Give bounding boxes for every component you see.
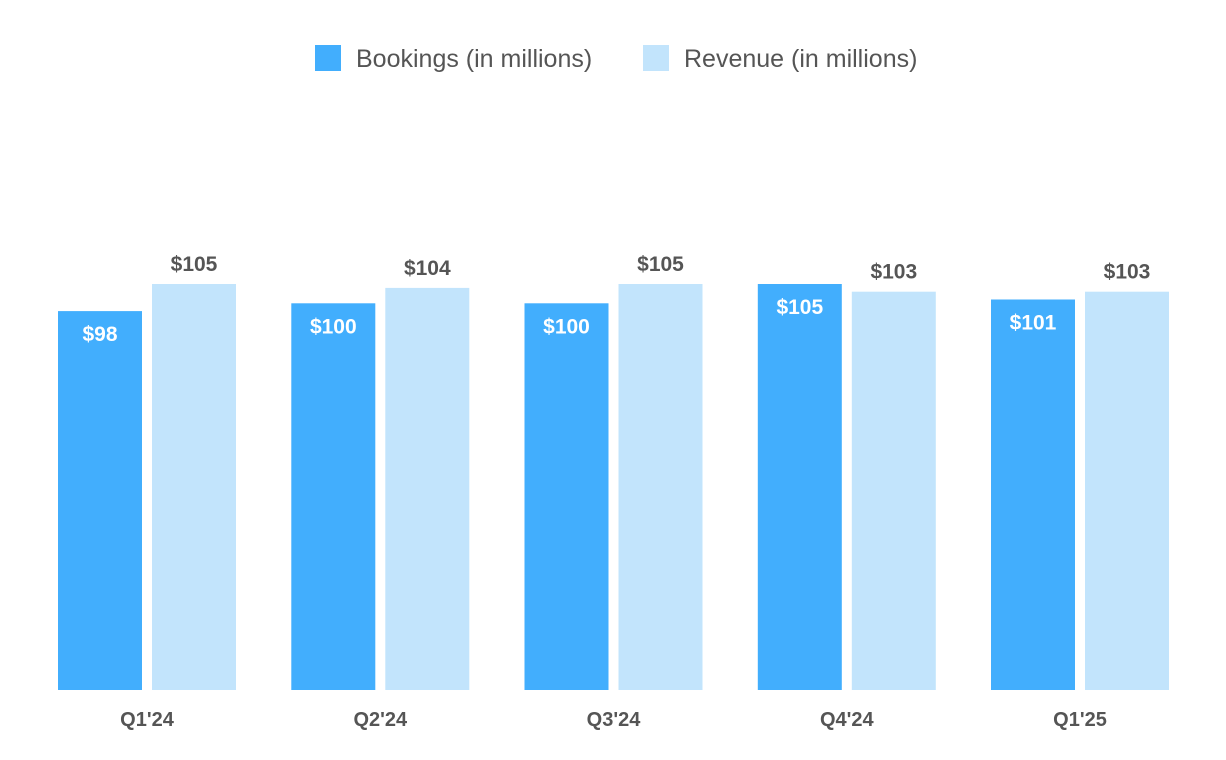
x-tick-label-2: Q2'24	[353, 709, 408, 731]
bars	[58, 284, 1169, 690]
legend: Bookings (in millions) Revenue (in millio…	[315, 45, 917, 73]
bar-series2-2	[385, 287, 470, 690]
x-tick-label-3: Q3'24	[587, 709, 642, 731]
data-label-series2-3: $105	[637, 253, 684, 276]
data-label-series1-4: $105	[776, 296, 823, 319]
bar-series1-4	[757, 284, 842, 690]
bar-series1-2	[291, 303, 376, 690]
x-tick-label-1: Q1'24	[120, 709, 175, 731]
data-label-series2-5: $103	[1104, 261, 1151, 284]
data-label-series2-1: $105	[171, 253, 218, 276]
data-label-series1-3: $100	[543, 315, 590, 338]
bar-series1-1	[58, 311, 142, 690]
bar-series2-1	[152, 284, 236, 690]
data-label-series2-2: $104	[404, 257, 451, 280]
data-label-series2-4: $103	[870, 261, 917, 284]
category-labels: Q1'24 Q2'24 Q3'24 Q4'24 Q1'25	[120, 709, 1107, 731]
legend-label-2: Revenue (in millions)	[684, 45, 917, 73]
data-label-series1-5: $101	[1010, 312, 1057, 335]
bar-series2-5	[1085, 291, 1169, 690]
data-label-series1-1: $98	[82, 323, 117, 346]
data-label-series1-2: $100	[310, 315, 357, 338]
legend-swatch-1	[315, 45, 341, 71]
x-tick-label-4: Q4'24	[820, 709, 875, 731]
x-tick-label-5: Q1'25	[1053, 709, 1107, 731]
legend-swatch-2	[643, 45, 669, 71]
value-labels: $98 $105 $100 $104 $100 $105 $105 $103 $101 $103	[82, 253, 1150, 346]
bar-series1-5	[991, 299, 1075, 690]
bar-series2-3	[618, 284, 703, 690]
legend-label-1: Bookings (in millions)	[356, 45, 592, 73]
bar-series2-4	[851, 291, 936, 690]
bar-series1-3	[524, 303, 609, 690]
